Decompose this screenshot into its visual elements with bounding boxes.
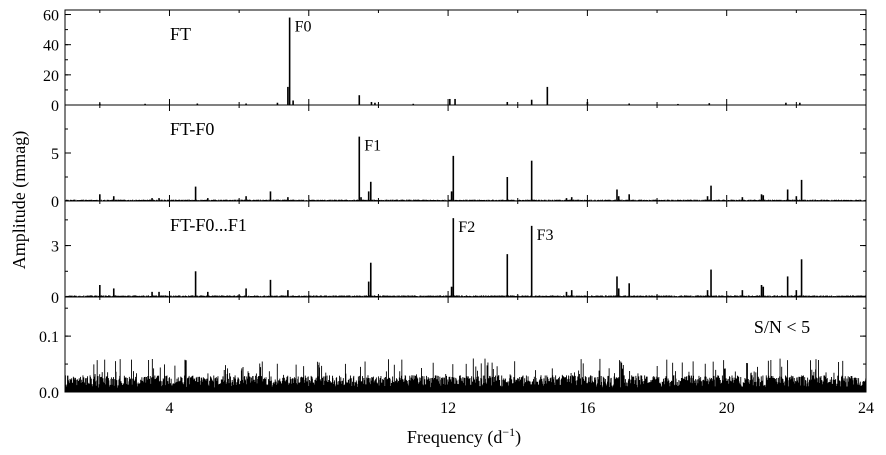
y-tick-label: 0	[51, 98, 59, 115]
x-tick-label: 20	[719, 400, 735, 417]
y-tick-label: 0.1	[39, 329, 59, 346]
y-tick-label: 3	[51, 239, 59, 256]
panel-4: 0.0 0.1 S/N < 5	[39, 296, 867, 402]
x-tick-label: 4	[165, 400, 173, 417]
x-tick-label: 24	[858, 400, 874, 417]
y-tick-label: 0	[51, 194, 59, 211]
peak-annotation: F1	[364, 138, 381, 155]
panel-1: 0 20 40 60 FT F0	[43, 8, 867, 115]
noise-trace	[64, 358, 867, 392]
y-tick-label: 40	[43, 38, 59, 55]
y-axis-label: Amplitude (mmag)	[9, 131, 30, 269]
panel-label: FT-F0...F1	[170, 215, 247, 235]
x-tick-label: 12	[440, 400, 456, 417]
panel-2: 0 5 FT-F0 F1	[51, 104, 867, 211]
x-axis-label: Frequency (d−1)	[407, 425, 521, 448]
y-tick-label: 0	[51, 290, 59, 307]
peak-annotation: F3	[537, 227, 554, 244]
x-axis: 4 8 12 16 20 24	[165, 400, 874, 417]
y-tick-label: 60	[43, 8, 59, 25]
peak-annotation: F2	[458, 219, 475, 236]
panel-label: FT-F0	[170, 119, 214, 139]
y-tick-label: 5	[51, 146, 59, 163]
panel-3: 0 3 FT-F0...F1 F2 F3	[51, 200, 867, 307]
panel-label: S/N < 5	[754, 317, 810, 337]
x-tick-label: 16	[579, 400, 595, 417]
peak-annotation: F0	[295, 19, 312, 36]
panel-label: FT	[170, 24, 191, 44]
x-tick-label: 8	[305, 400, 313, 417]
y-tick-label: 0.0	[39, 385, 59, 402]
y-tick-label: 20	[43, 68, 59, 85]
